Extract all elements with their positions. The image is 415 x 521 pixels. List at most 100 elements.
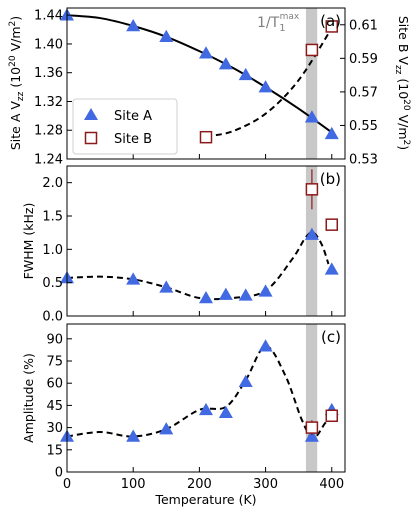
panel-c: 0 15 30 45 60 75 90 0 100 200 300 400 (c) Amplitud…	[21, 323, 346, 507]
x-axis-label: Temperature (K)	[154, 492, 256, 507]
site-a-point	[304, 227, 319, 240]
panel-a-curves	[66, 14, 333, 138]
site-a-point	[159, 29, 174, 43]
site-b-point	[325, 218, 339, 231]
site-a-point	[324, 126, 339, 140]
x-tick-label: 300	[253, 477, 278, 492]
fit-curve	[66, 345, 333, 439]
panel-c-y-ticks: 0 15 30 45 60 75 90	[46, 332, 72, 481]
site-a-point	[218, 405, 233, 419]
site-a-point	[199, 402, 213, 416]
panel-b-marks	[60, 169, 339, 304]
site-b-point	[325, 409, 339, 423]
panel-b: 0.0 0.5 1.0 1.5 2.0 (b) FWHM (kHz)	[21, 165, 346, 325]
y-tick-label: 2.0	[42, 176, 63, 191]
y-tick-label: 1.28	[34, 124, 63, 139]
panel-b-curves	[66, 231, 330, 301]
y-tick-label: 75	[46, 355, 63, 370]
site-b-point	[305, 43, 319, 57]
y2-tick-label: 0.53	[349, 153, 378, 168]
y-tick-label: 1.36	[34, 66, 63, 81]
panel-a-right-ticks: 0.53 0.55 0.57 0.59 0.61	[340, 18, 378, 168]
panel-c-band	[305, 324, 318, 472]
y-tick-label: 45	[46, 399, 63, 414]
x-tick-label: 100	[121, 477, 146, 492]
panel-c-frame	[66, 323, 346, 473]
fit-curve	[66, 231, 330, 301]
y-tick-label: 15	[46, 443, 63, 458]
site-b-point	[305, 421, 319, 434]
y2-tick-label: 0.59	[349, 52, 378, 67]
site-a-point	[199, 291, 213, 304]
y-tick-label: 1.44	[34, 9, 63, 24]
site-a-point	[258, 284, 273, 297]
panel-a-left-ticks: 1.24 1.28 1.32 1.36 1.40 1.44	[34, 9, 72, 168]
y-tick-label: 30	[46, 421, 63, 436]
site-a-fit-curve	[66, 14, 333, 134]
y-tick-label: 1.32	[34, 95, 63, 110]
legend-square-icon	[84, 131, 98, 145]
panel-b-x-ticks	[66, 311, 333, 316]
panel-b-band	[305, 166, 318, 316]
x-tick-label: 400	[319, 477, 344, 492]
x-tick-label: 0	[63, 477, 71, 492]
site-a-point	[258, 80, 273, 93]
panel-b-ylabel: FWHM (kHz)	[21, 203, 36, 280]
panel-a: 1.241.281.321.361.401.44 0.530.550.570.5…	[8, 7, 411, 168]
site-a-point	[126, 18, 141, 32]
panel-b-frame	[66, 165, 346, 317]
y-tick-label: 1.5	[42, 210, 63, 225]
site-a-point	[159, 280, 174, 293]
x-tick-label: 200	[187, 477, 212, 492]
site-b-point	[325, 20, 339, 33]
site-a-point	[159, 422, 174, 435]
site-b-fit-curve	[205, 27, 333, 138]
panel-c-curves	[66, 345, 333, 439]
site-a-point	[199, 46, 213, 59]
panel-a-band	[305, 8, 318, 159]
site-b-point	[305, 183, 319, 196]
panel-a-x-ticks	[66, 154, 333, 159]
site-a-point	[218, 287, 233, 300]
site-a-point	[126, 272, 141, 285]
y-tick-label: 60	[46, 377, 63, 392]
y-tick-label: 0.0	[42, 310, 63, 325]
panel-b-y-ticks: 0.0 0.5 1.0 1.5 2.0	[42, 176, 72, 325]
site-a-point	[238, 288, 253, 301]
legend-triangle-icon	[84, 108, 98, 120]
panel-a-band-label: 1/T1max	[257, 12, 300, 34]
y2-tick-label: 0.57	[349, 85, 378, 100]
panel-b-letter: (b)	[320, 170, 341, 188]
y2-tick-label: 0.55	[349, 119, 378, 134]
y2-tick-label: 0.61	[349, 18, 378, 33]
panel-a-frame	[66, 7, 346, 160]
legend-site-a: Site A	[114, 109, 152, 124]
site-a-point	[304, 110, 319, 123]
panel-a-marks	[60, 8, 339, 144]
panel-a-letter: (a)	[320, 12, 341, 30]
panel-a-ylabel: Site A Vzz (1020 V/m2)	[8, 16, 26, 150]
site-b-point	[199, 130, 213, 144]
panel-c-ylabel: Amplitude (%)	[21, 353, 36, 443]
site-a-point	[218, 57, 233, 70]
panel-a-y2label: Site B Vzz (1020 V/m2)	[393, 16, 411, 150]
panel-c-letter: (c)	[321, 328, 341, 346]
legend: Site A Site B	[72, 98, 178, 155]
legend-box	[72, 98, 178, 155]
y-tick-label: 1.40	[34, 37, 63, 52]
site-a-point	[238, 374, 253, 387]
y-tick-label: 0.5	[42, 276, 63, 291]
y-tick-label: 1.24	[34, 153, 63, 168]
y-tick-label: 0	[55, 466, 63, 481]
y-tick-label: 90	[46, 332, 63, 347]
panel-c-x-ticks: 0 100 200 300 400	[63, 467, 344, 492]
site-a-point	[304, 429, 319, 442]
legend-site-b: Site B	[114, 132, 152, 147]
site-a-point	[126, 429, 141, 442]
panel-c-marks	[60, 339, 339, 442]
y-tick-label: 1.0	[42, 243, 63, 258]
site-a-point	[324, 262, 339, 275]
site-a-point	[258, 339, 273, 352]
site-a-point	[238, 67, 253, 81]
